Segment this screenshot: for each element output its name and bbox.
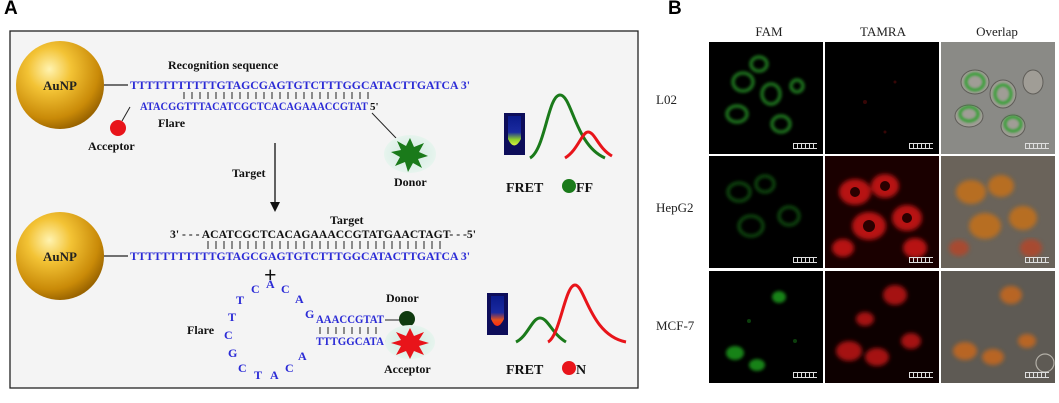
donor-label-top: Donor bbox=[394, 175, 427, 189]
svg-text:T: T bbox=[254, 368, 262, 382]
donor-dye-top bbox=[391, 138, 428, 172]
fret-on-suffix: N bbox=[576, 363, 586, 378]
aunp-particle-top bbox=[16, 41, 104, 129]
image-mcf7-tamra bbox=[825, 271, 939, 383]
svg-text:T: T bbox=[228, 310, 236, 324]
image-l02-tamra bbox=[825, 42, 939, 154]
target-strand: 3' - - - ACATCGCTCACAGAAACCGTATGAACTAGT-… bbox=[170, 227, 476, 241]
emission-spectrum-on bbox=[515, 283, 627, 344]
row-header-hepg2: HepG2 bbox=[656, 200, 694, 215]
panel-a-label: A bbox=[4, 0, 18, 19]
tube-bottom bbox=[487, 293, 508, 335]
arrow-target-label: Target bbox=[232, 166, 266, 180]
image-l02-overlap bbox=[941, 42, 1055, 154]
fret-off-dot bbox=[562, 179, 576, 193]
flare-5prime: 5' bbox=[370, 101, 379, 113]
flare-strand: ATACGGTTTACATCGCTCACAGAAACCGTAT bbox=[140, 99, 368, 113]
acceptor-dye-bottom bbox=[391, 328, 429, 359]
row-header-l02: L02 bbox=[656, 92, 677, 107]
base-pair-ticks-top bbox=[183, 92, 369, 99]
fret-on-dot bbox=[562, 361, 576, 375]
base-pair-ticks-bottom bbox=[207, 241, 441, 249]
donor-label-bottom: Donor bbox=[386, 291, 419, 305]
donor-dye-bottom bbox=[399, 311, 415, 327]
svg-text:G: G bbox=[305, 307, 314, 321]
image-mcf7-overlap bbox=[941, 271, 1055, 383]
svg-text:C: C bbox=[251, 282, 260, 296]
hairpin-top-strand: AAACCGTAT bbox=[316, 312, 384, 326]
column-header-overlap: Overlap bbox=[976, 24, 1018, 39]
acceptor-label-bottom: Acceptor bbox=[384, 362, 431, 376]
hairpin-bottom-strand: TTTGGCATA bbox=[316, 334, 384, 348]
plus-sign: + bbox=[264, 262, 277, 287]
hairpin-loop-letters: T C A C A G T C G C T A C A bbox=[224, 277, 314, 382]
svg-text:C: C bbox=[224, 328, 233, 342]
recognition-sequence-title: Recognition sequence bbox=[168, 58, 279, 72]
image-mcf7-fam bbox=[709, 271, 823, 383]
svg-text:C: C bbox=[238, 361, 247, 375]
panel-b-label: B bbox=[668, 0, 682, 19]
column-header-fam: FAM bbox=[755, 24, 783, 39]
target-title: Target bbox=[330, 213, 364, 227]
scheme-frame bbox=[9, 30, 639, 389]
capture-strand-bottom: TTTTTTTTTTTGTAGCGAGTGTCTTTGGCATACTTGATCA… bbox=[130, 249, 470, 263]
aunp-particle-bottom bbox=[16, 212, 104, 300]
column-header-tamra: TAMRA bbox=[860, 24, 906, 39]
acceptor-label-top: Acceptor bbox=[88, 139, 135, 153]
svg-text:T: T bbox=[236, 293, 244, 307]
image-hepg2-tamra bbox=[825, 156, 939, 268]
aunp-label-bottom: AuNP bbox=[43, 249, 77, 264]
tube-top bbox=[504, 113, 525, 155]
svg-text:C: C bbox=[281, 282, 290, 296]
flare-label-top: Flare bbox=[158, 116, 186, 130]
fret-on-prefix: FRET bbox=[506, 363, 544, 378]
fret-scheme-diagram: AuNP Recognition sequence TTTTTTTTTTTGTA… bbox=[9, 30, 639, 389]
svg-text:A: A bbox=[266, 277, 275, 291]
flare-label-bottom: Flare bbox=[187, 323, 215, 337]
emission-spectrum-off bbox=[529, 93, 613, 160]
fret-off-suffix: FF bbox=[576, 181, 593, 196]
row-header-mcf7: MCF-7 bbox=[656, 318, 695, 333]
svg-text:C: C bbox=[285, 361, 294, 375]
image-l02-fam bbox=[709, 42, 823, 154]
aunp-label-top: AuNP bbox=[43, 78, 77, 93]
svg-text:A: A bbox=[298, 349, 307, 363]
svg-text:G: G bbox=[228, 346, 237, 360]
capture-strand-top: TTTTTTTTTTTGTAGCGAGTGTCTTTGGCATACTTGATCA… bbox=[130, 78, 470, 92]
image-hepg2-overlap bbox=[941, 156, 1055, 268]
image-hepg2-fam bbox=[709, 156, 823, 268]
hairpin-stem-ticks bbox=[319, 327, 377, 334]
fret-off-prefix: FRET bbox=[506, 181, 544, 196]
svg-text:A: A bbox=[295, 292, 304, 306]
acceptor-dye-top bbox=[110, 120, 126, 136]
svg-text:A: A bbox=[270, 368, 279, 382]
